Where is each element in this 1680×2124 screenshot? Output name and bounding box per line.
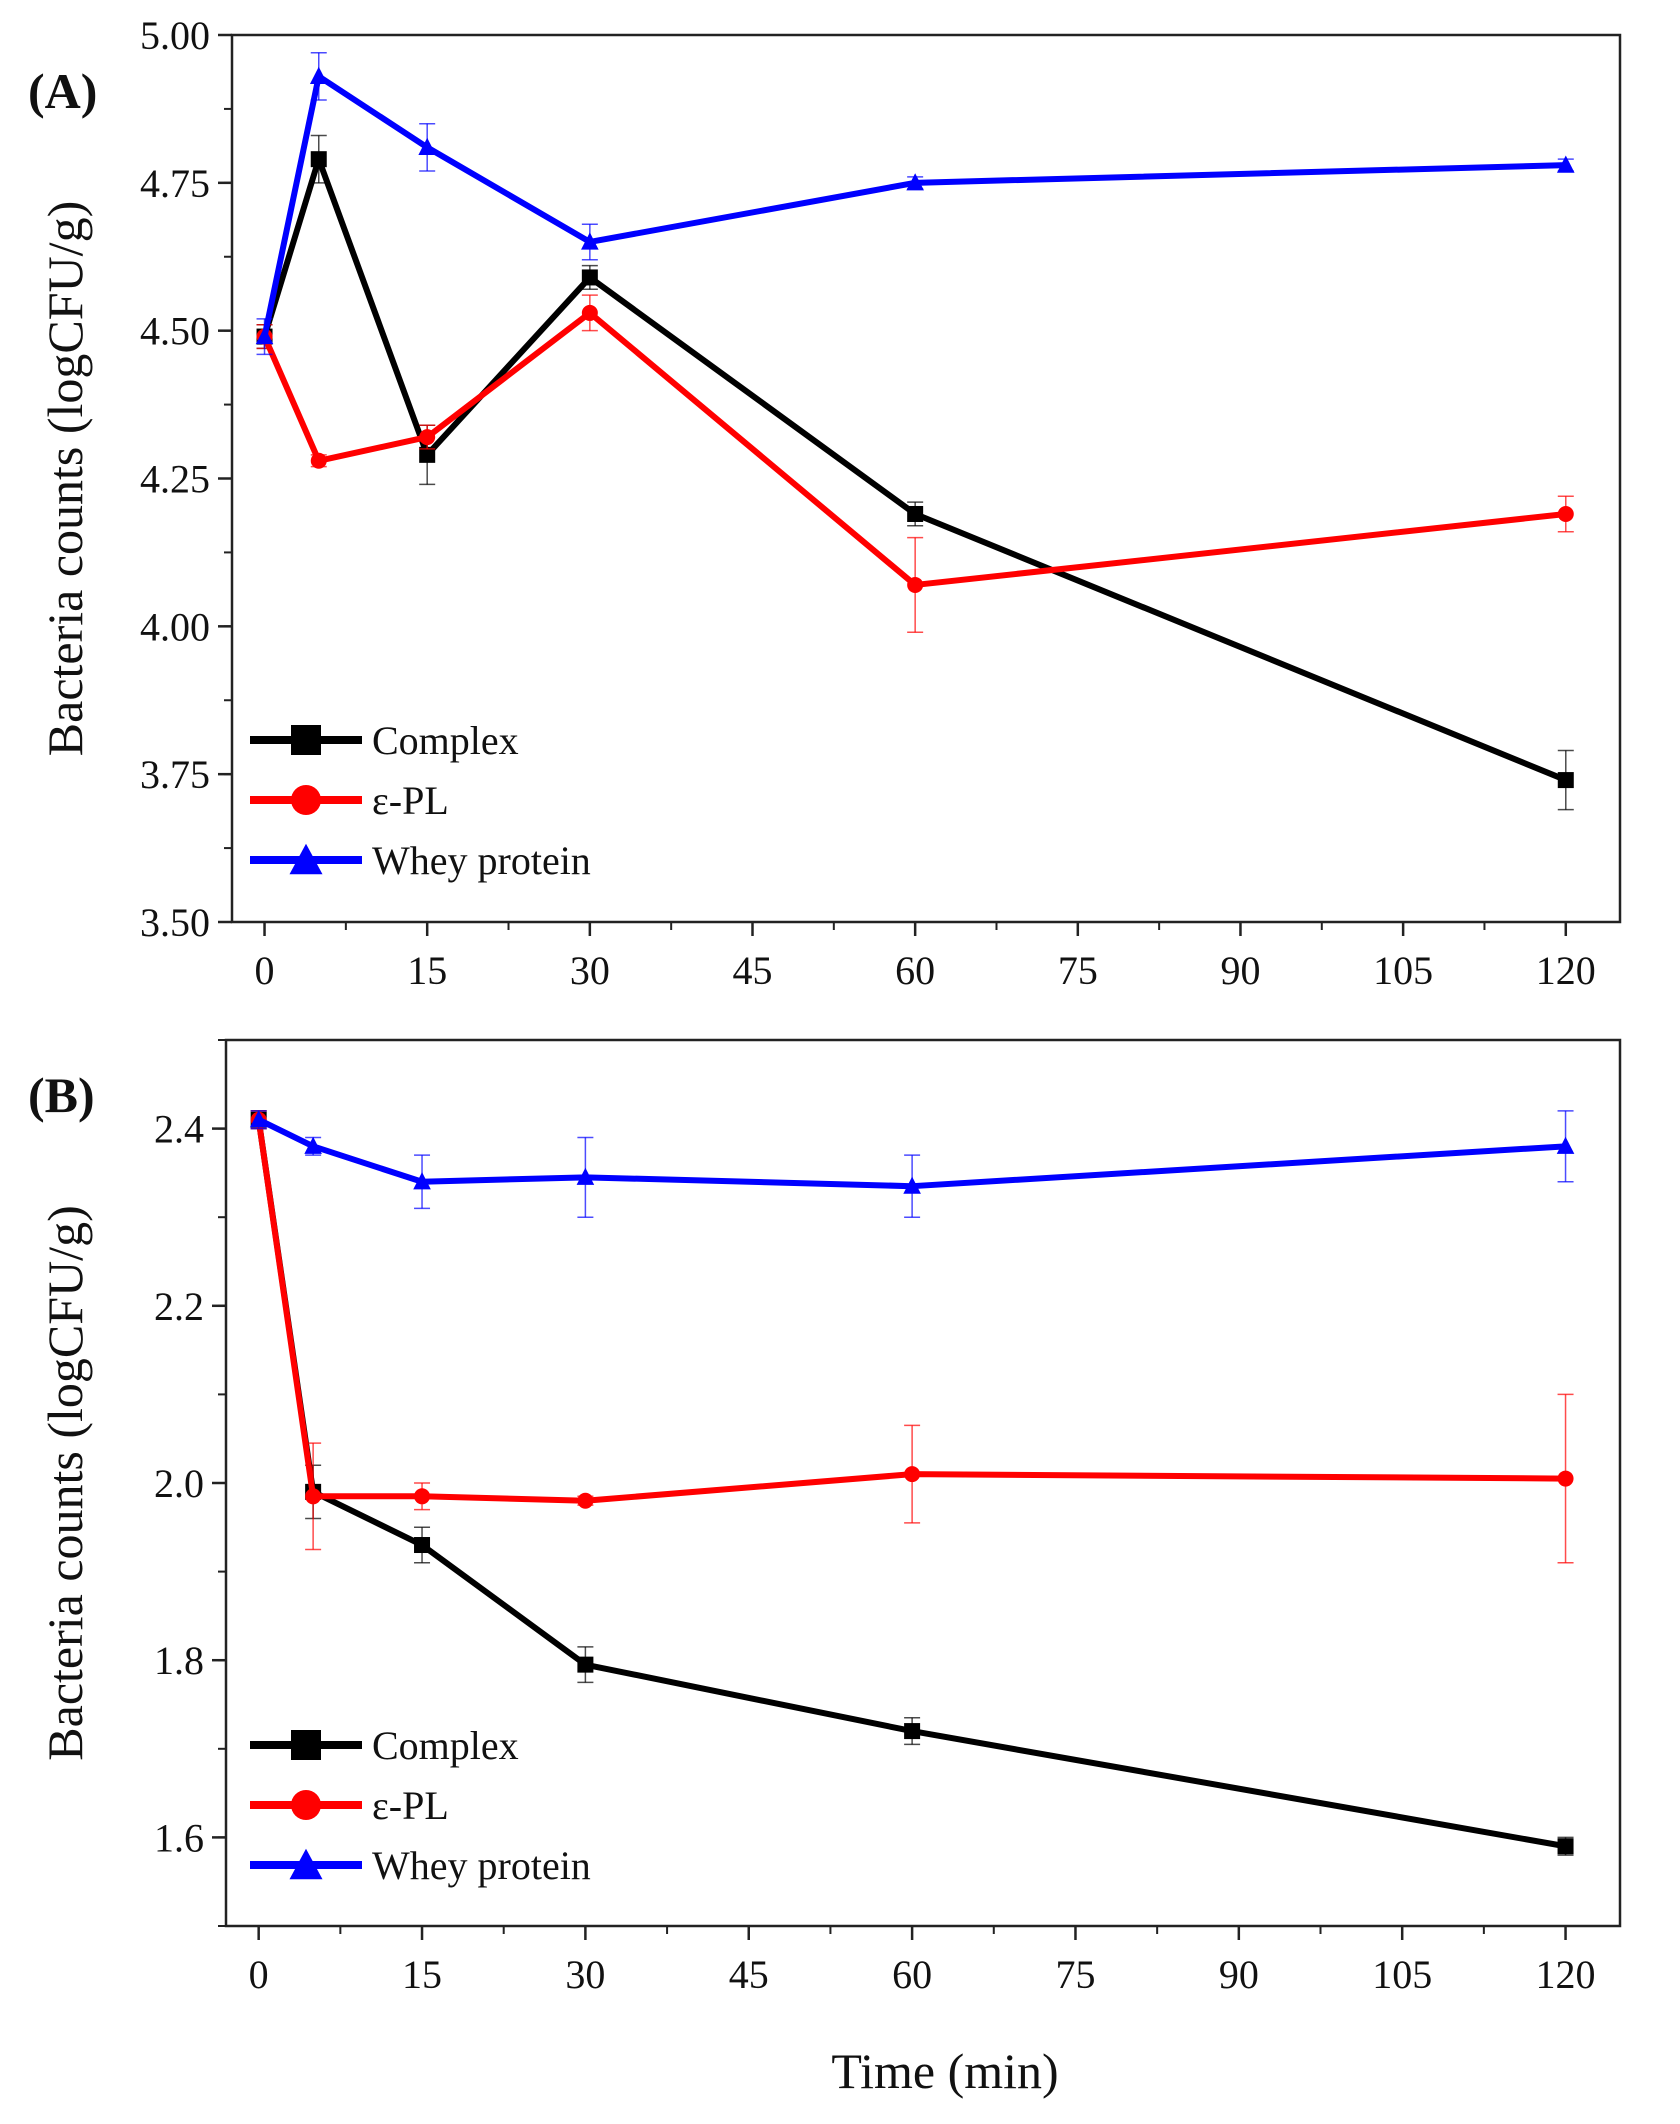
data-point-complex <box>907 505 924 522</box>
data-point-complex <box>581 269 598 286</box>
x-tick-label: 60 <box>892 1952 932 1997</box>
y-tick-label: 2.4 <box>154 1107 204 1152</box>
y-tick-label: 4.00 <box>140 604 210 649</box>
data-point-complex <box>904 1723 921 1740</box>
data-point-epl <box>581 304 598 321</box>
legend-label-epl: ε-PL <box>372 1783 449 1828</box>
legend-marker-whey <box>289 843 323 875</box>
x-tick-label: 15 <box>407 948 447 993</box>
y-tick-label: 4.50 <box>140 309 210 354</box>
data-point-complex <box>577 1656 594 1673</box>
legend-label-complex: Complex <box>372 1723 519 1768</box>
x-tick-label: 45 <box>733 948 773 993</box>
panel-label: (B) <box>28 1067 95 1123</box>
data-point-epl <box>305 1488 322 1505</box>
y-axis-title: Bacteria counts (logCFU/g) <box>37 1205 93 1760</box>
x-tick-label: 120 <box>1536 1952 1596 1997</box>
legend: Complex ε-PL Whey protein <box>250 1723 591 1888</box>
legend-marker-complex <box>291 1730 321 1760</box>
data-point-epl <box>419 429 436 446</box>
y-tick-label: 2.0 <box>154 1461 204 1506</box>
legend-marker-complex <box>291 725 321 755</box>
x-tick-label: 30 <box>570 948 610 993</box>
data-point-whey <box>304 1136 322 1154</box>
y-tick-label: 3.75 <box>140 752 210 797</box>
panel-label: (A) <box>28 63 97 119</box>
y-tick-label: 4.25 <box>140 457 210 502</box>
data-point-whey <box>255 326 274 345</box>
y-tick-label: 1.8 <box>154 1638 204 1683</box>
legend-marker-epl <box>291 1790 321 1820</box>
x-tick-label: 30 <box>565 1952 605 1997</box>
y-axis-title: Bacteria counts (logCFU/g) <box>37 201 93 756</box>
data-point-complex <box>1557 772 1574 789</box>
data-point-complex <box>1557 1838 1574 1855</box>
data-point-whey <box>1556 1136 1575 1154</box>
data-point-whey <box>249 1110 268 1128</box>
legend-label-complex: Complex <box>372 718 519 763</box>
y-tick-label: 3.50 <box>140 900 210 945</box>
x-tick-label: 60 <box>895 948 935 993</box>
x-tick-label: 90 <box>1219 1952 1259 1997</box>
data-point-epl <box>414 1488 431 1505</box>
legend-marker-whey <box>289 1848 323 1880</box>
legend-label-whey: Whey protein <box>372 838 591 883</box>
series-whey <box>255 51 1575 356</box>
y-tick-label: 4.75 <box>140 161 210 206</box>
y-tick-label: 5.00 <box>140 13 210 58</box>
data-point-whey <box>309 66 328 84</box>
data-point-whey <box>903 1176 921 1194</box>
series-line-whey <box>257 1117 1566 1190</box>
data-point-whey <box>413 1172 431 1190</box>
data-point-whey <box>581 232 599 250</box>
data-point-whey <box>1556 155 1575 173</box>
x-tick-label: 75 <box>1055 1952 1095 1997</box>
data-point-complex <box>414 1537 431 1554</box>
series-line-whey <box>261 73 1566 338</box>
data-point-epl <box>577 1492 594 1509</box>
panel-b: 0 15 30 45 60 75 90 105 120 1.6 1.8 2.0 2.2 2.4 Bacter… <box>28 1038 1622 1997</box>
x-axis-title: Time (min) <box>831 2043 1058 2099</box>
data-point-complex <box>310 151 327 168</box>
x-tick-label: 105 <box>1373 948 1433 993</box>
x-tick-label: 15 <box>402 1952 442 1997</box>
x-tick-label: 90 <box>1220 948 1260 993</box>
data-point-epl <box>904 1466 921 1483</box>
data-point-epl <box>1557 505 1574 522</box>
data-point-complex <box>419 446 436 463</box>
series-line-complex <box>261 156 1567 783</box>
panel-a: 0 15 30 45 60 75 90 105 120 3.50 3.75 4.00 4.25 4.50 4… <box>28 13 1622 993</box>
series-line-epl <box>255 1119 1566 1504</box>
x-tick-label: 45 <box>729 1952 769 1997</box>
x-tick-label: 0 <box>249 1952 269 1997</box>
y-tick-label: 1.6 <box>154 1815 204 1860</box>
x-tick-label: 105 <box>1372 1952 1432 1997</box>
x-tick-label: 120 <box>1536 948 1596 993</box>
x-tick-label: 75 <box>1058 948 1098 993</box>
legend-label-whey: Whey protein <box>372 1843 591 1888</box>
data-point-whey <box>906 173 924 191</box>
series-whey <box>249 1110 1575 1218</box>
legend: Complex ε-PL Whey protein <box>250 718 591 883</box>
legend-label-epl: ε-PL <box>372 778 449 823</box>
legend-marker-epl <box>291 785 321 815</box>
data-point-epl <box>1557 1470 1574 1487</box>
data-point-whey <box>418 137 436 155</box>
x-tick-label: 0 <box>255 948 275 993</box>
series-line-epl <box>261 309 1567 588</box>
data-point-epl <box>907 576 924 593</box>
data-point-epl <box>310 452 327 469</box>
data-point-whey <box>576 1167 595 1185</box>
y-tick-label: 2.2 <box>154 1284 204 1329</box>
